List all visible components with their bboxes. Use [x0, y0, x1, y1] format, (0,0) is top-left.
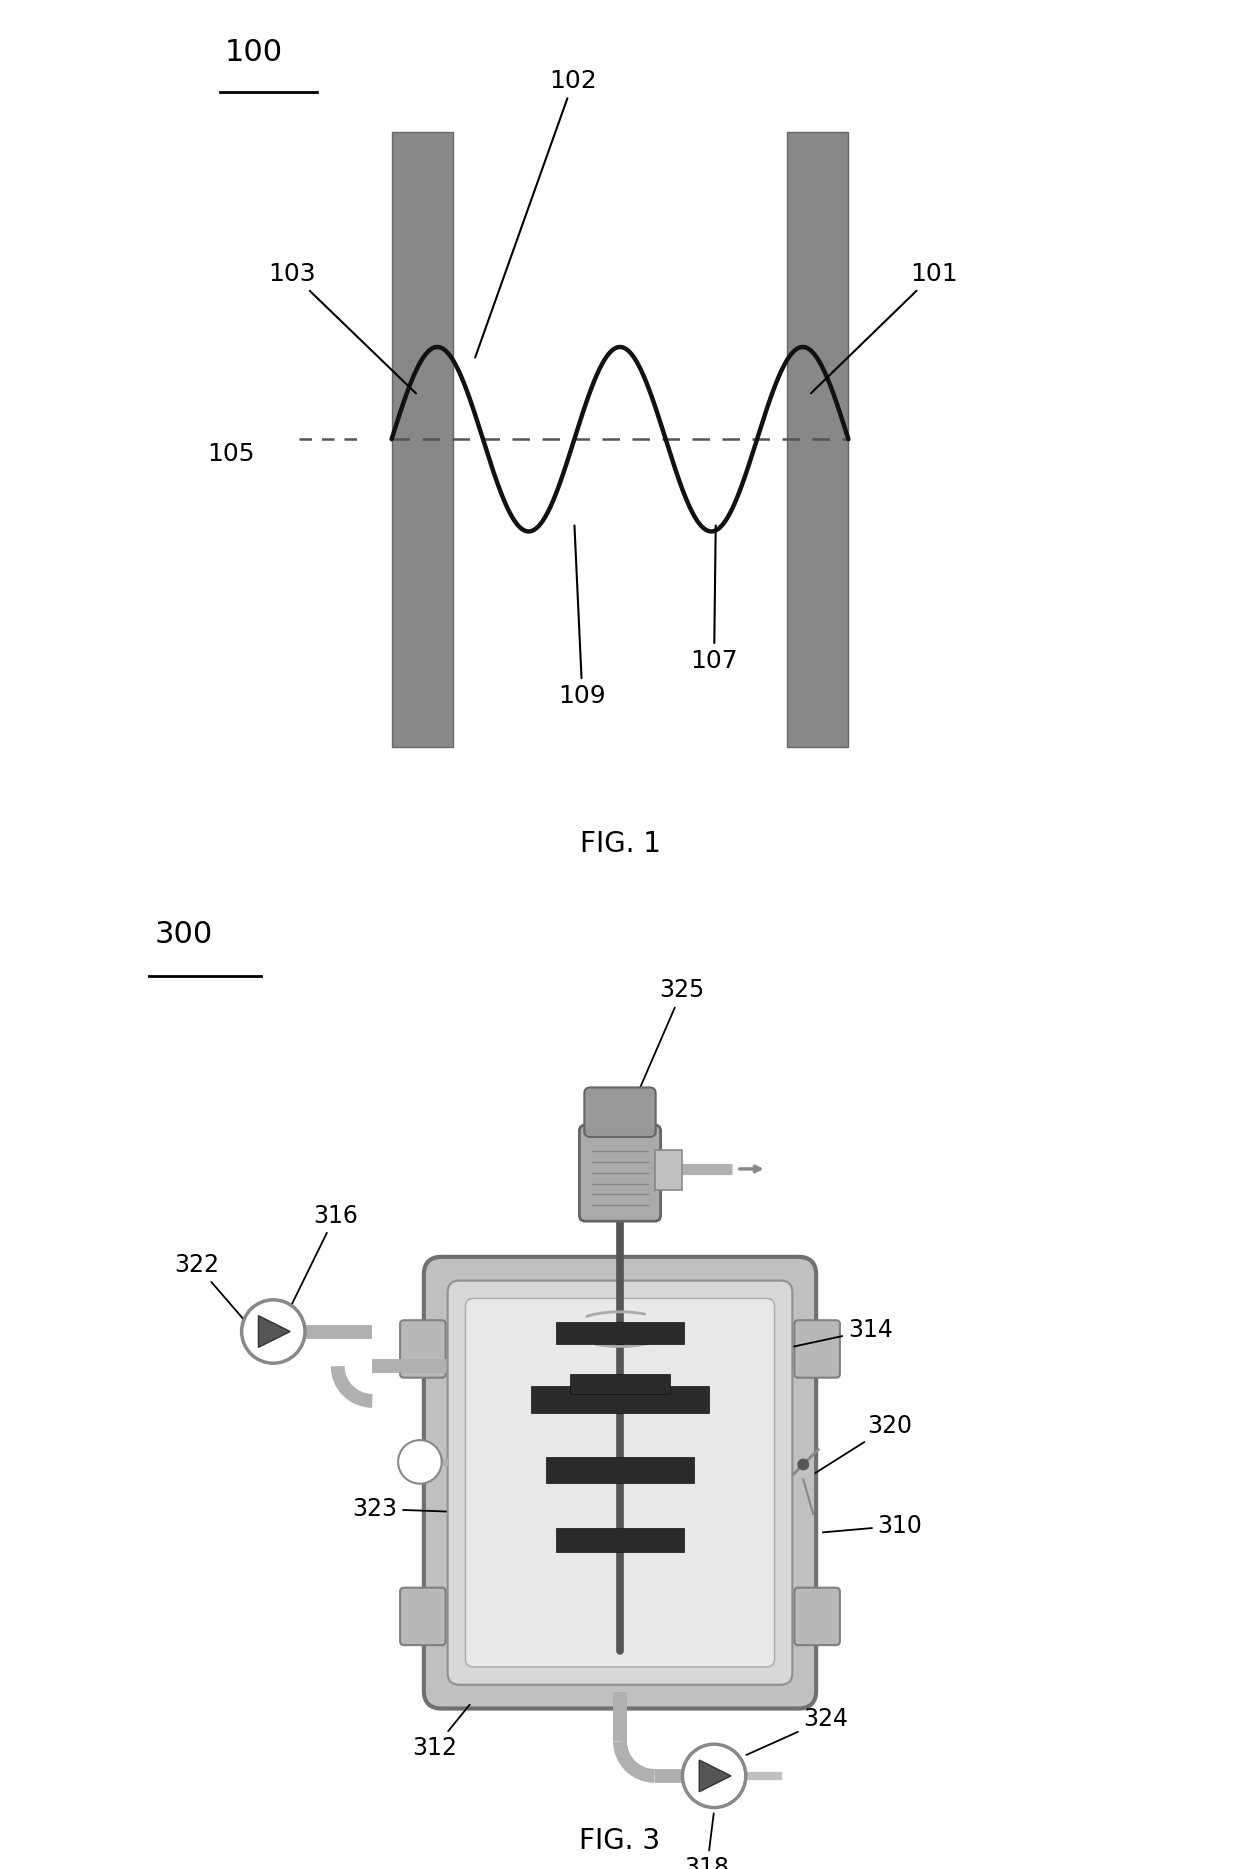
FancyBboxPatch shape — [584, 1088, 656, 1136]
Bar — [556, 1321, 684, 1344]
Text: 325: 325 — [631, 977, 704, 1108]
Circle shape — [242, 1299, 305, 1363]
Text: 102: 102 — [475, 69, 598, 357]
FancyBboxPatch shape — [465, 1299, 775, 1667]
Bar — [787, 131, 848, 746]
Bar — [570, 1374, 670, 1394]
FancyBboxPatch shape — [795, 1587, 839, 1645]
Bar — [392, 131, 453, 746]
Circle shape — [682, 1744, 745, 1807]
Text: 318: 318 — [684, 1813, 729, 1869]
Circle shape — [797, 1458, 810, 1471]
Text: 107: 107 — [691, 525, 738, 673]
Text: 100: 100 — [224, 39, 283, 67]
Circle shape — [398, 1441, 441, 1484]
FancyBboxPatch shape — [401, 1587, 445, 1645]
Text: 316: 316 — [289, 1204, 358, 1308]
Bar — [546, 1458, 694, 1482]
Bar — [556, 1529, 684, 1551]
Text: 314: 314 — [647, 1318, 893, 1377]
Text: 320: 320 — [816, 1413, 913, 1473]
Text: FIG. 1: FIG. 1 — [579, 830, 661, 858]
Bar — [655, 1149, 682, 1191]
FancyBboxPatch shape — [448, 1280, 792, 1684]
Text: 109: 109 — [558, 525, 606, 708]
Text: FIG. 3: FIG. 3 — [579, 1828, 661, 1856]
Text: 300: 300 — [155, 920, 213, 949]
Text: 323: 323 — [352, 1497, 568, 1521]
Text: 312: 312 — [412, 1705, 470, 1761]
Polygon shape — [258, 1316, 290, 1348]
Text: 322: 322 — [175, 1252, 244, 1320]
Text: 101: 101 — [811, 262, 957, 392]
FancyBboxPatch shape — [579, 1125, 661, 1220]
Text: 103: 103 — [269, 262, 415, 392]
FancyBboxPatch shape — [795, 1320, 839, 1377]
Polygon shape — [699, 1761, 730, 1792]
Text: 105: 105 — [207, 443, 254, 465]
Bar — [531, 1385, 709, 1413]
FancyBboxPatch shape — [424, 1256, 816, 1708]
Text: 324: 324 — [746, 1708, 848, 1755]
FancyBboxPatch shape — [401, 1320, 445, 1377]
Text: 310: 310 — [823, 1514, 923, 1538]
